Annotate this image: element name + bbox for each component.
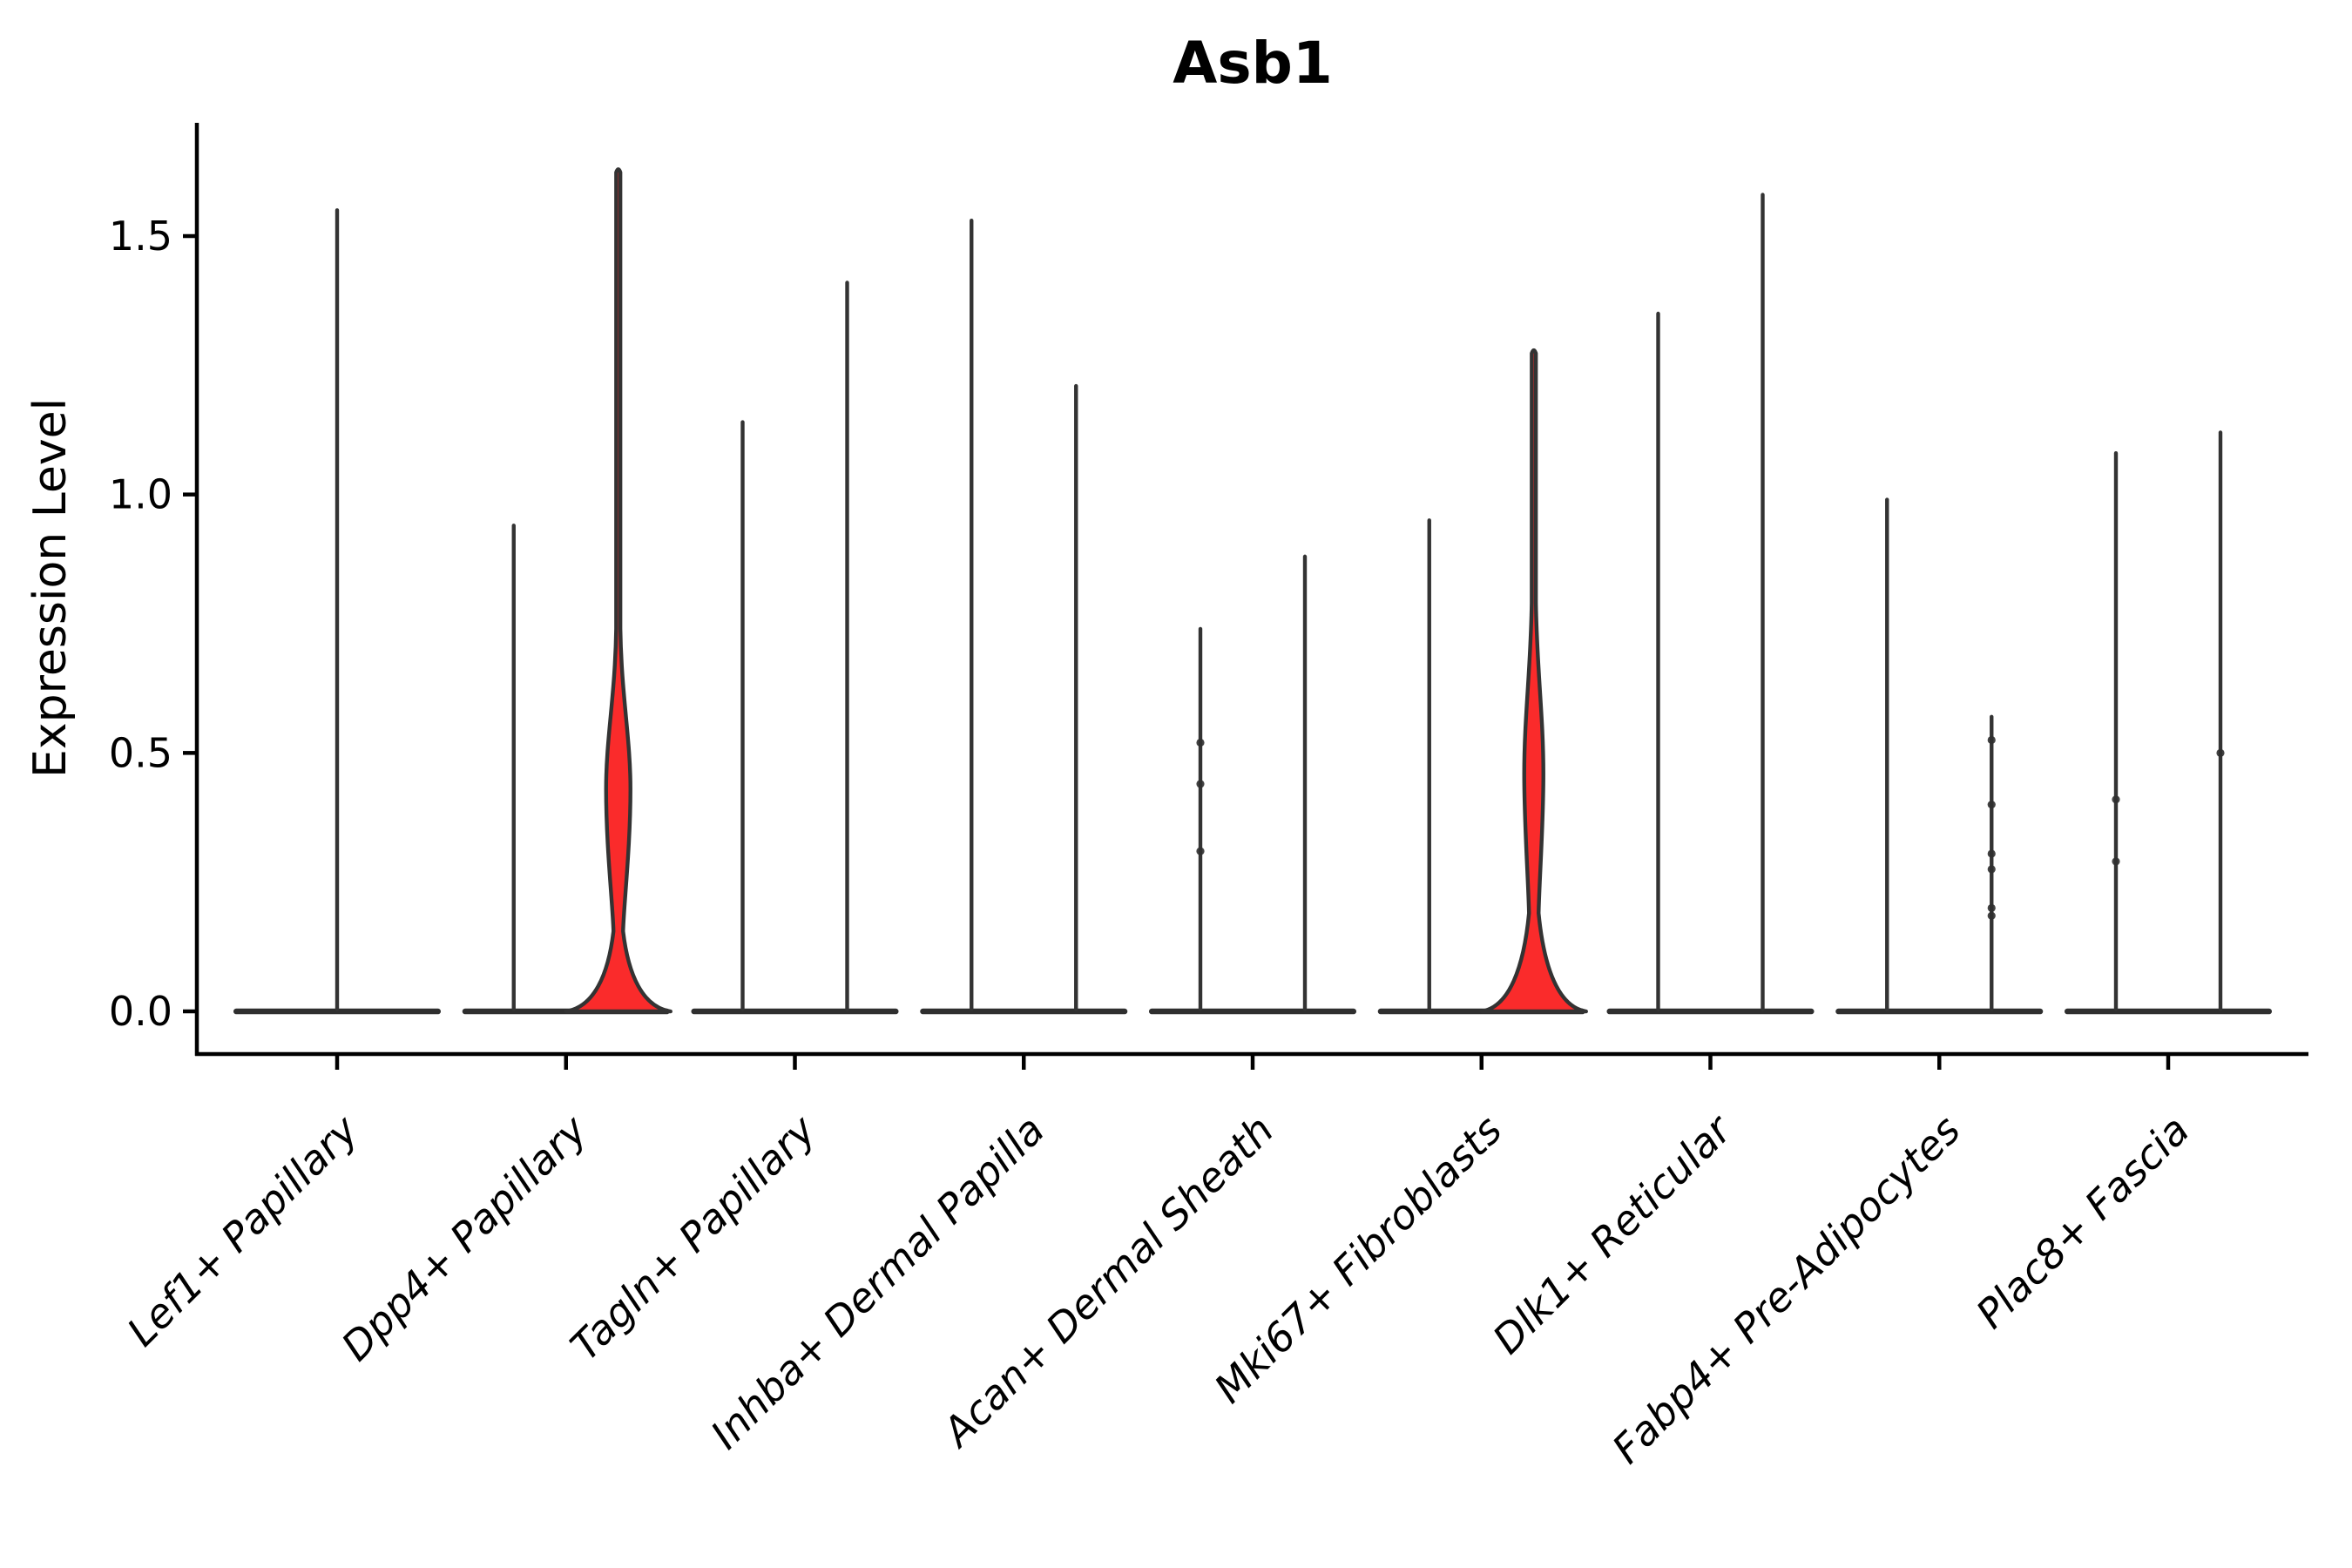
jitter-dot — [2112, 857, 2120, 866]
y-tick-label: 0.0 — [109, 988, 172, 1035]
violin-base-lens — [1606, 1008, 1815, 1015]
violin-base-lens — [1149, 1008, 1356, 1015]
violin-base-lens — [920, 1008, 1128, 1015]
jitter-dot — [1987, 801, 1996, 809]
jitter-dot — [1196, 847, 1205, 855]
jitter-dot — [2112, 795, 2120, 804]
violin-body-filled — [1479, 348, 1588, 1014]
jitter-dot — [2216, 748, 2225, 757]
y-tick-label: 1.5 — [109, 213, 172, 260]
jitter-dot — [1196, 780, 1205, 788]
violin-body-filled — [564, 167, 672, 1014]
y-tick-label: 1.0 — [109, 471, 172, 518]
y-tick-label: 0.5 — [109, 729, 172, 776]
violin-base-lens — [1835, 1008, 2044, 1015]
jitter-dot — [1987, 903, 1996, 912]
jitter-dot — [1987, 865, 1996, 874]
chart-title: Asb1 — [1173, 30, 1333, 97]
jitter-dot — [1987, 911, 1996, 920]
jitter-dot — [1987, 849, 1996, 858]
violin-base-lens — [2065, 1008, 2272, 1015]
jitter-dot — [1196, 738, 1205, 747]
violin-base-lens — [691, 1008, 899, 1015]
jitter-dot — [1987, 735, 1996, 745]
